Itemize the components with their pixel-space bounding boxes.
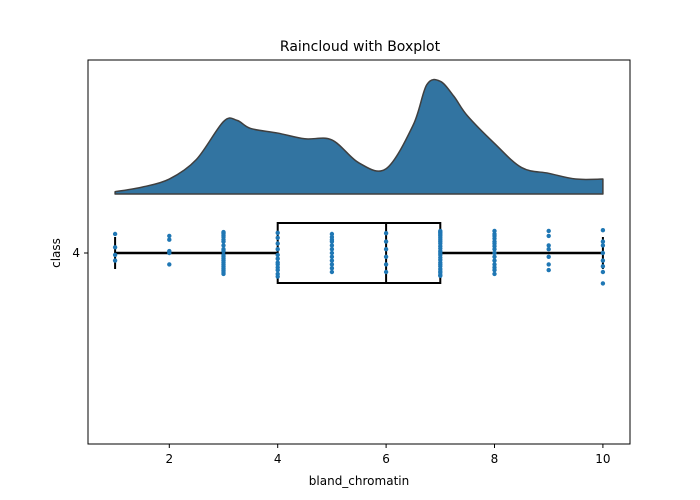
data-point bbox=[275, 267, 280, 273]
data-point bbox=[275, 247, 280, 252]
x-tick-label: 10 bbox=[595, 452, 610, 466]
data-point bbox=[492, 271, 497, 277]
data-point bbox=[383, 239, 389, 244]
x-tick-label: 8 bbox=[491, 452, 499, 466]
data-point bbox=[221, 271, 226, 277]
data-point bbox=[492, 250, 497, 256]
data-point bbox=[600, 250, 606, 256]
data-point bbox=[383, 247, 389, 252]
data-point bbox=[221, 248, 226, 254]
x-axis: 2 4 6 8 10 bbox=[165, 444, 611, 466]
data-point bbox=[275, 262, 280, 267]
data-point bbox=[329, 231, 335, 237]
data-point bbox=[112, 245, 118, 250]
x-axis-label: bland_chromatin bbox=[309, 474, 409, 488]
y-axis: 4 bbox=[72, 246, 88, 260]
data-point bbox=[329, 239, 335, 244]
data-point bbox=[600, 269, 606, 275]
data-point bbox=[600, 258, 606, 263]
data-point bbox=[600, 264, 606, 269]
data-point bbox=[492, 254, 497, 259]
data-point bbox=[112, 231, 118, 237]
data-point bbox=[275, 256, 280, 261]
y-tick-label: 4 bbox=[72, 246, 80, 260]
data-point bbox=[329, 269, 335, 275]
data-point bbox=[492, 258, 497, 263]
data-point bbox=[600, 239, 606, 244]
data-point bbox=[221, 239, 226, 244]
data-point bbox=[329, 250, 335, 256]
data-point bbox=[600, 281, 606, 286]
data-point bbox=[329, 262, 335, 267]
data-point bbox=[383, 269, 389, 275]
data-point bbox=[492, 247, 497, 252]
data-point bbox=[546, 243, 551, 248]
data-point bbox=[383, 231, 389, 236]
x-tick-label: 6 bbox=[382, 452, 390, 466]
data-point bbox=[329, 258, 335, 263]
data-point bbox=[329, 243, 335, 248]
data-point bbox=[546, 267, 551, 273]
data-point bbox=[112, 258, 118, 263]
data-point bbox=[600, 228, 606, 233]
data-point bbox=[492, 267, 497, 273]
data-point bbox=[167, 233, 172, 239]
y-axis-label: class bbox=[49, 238, 63, 268]
density-cloud bbox=[114, 78, 604, 195]
data-point bbox=[329, 247, 335, 252]
x-tick-label: 4 bbox=[274, 452, 282, 466]
data-point bbox=[546, 228, 551, 234]
data-point bbox=[275, 252, 280, 258]
data-point bbox=[546, 262, 551, 267]
data-point bbox=[275, 241, 280, 246]
data-point bbox=[546, 233, 551, 239]
data-point bbox=[383, 254, 389, 259]
chart-title: Raincloud with Boxplot bbox=[280, 39, 441, 55]
data-point bbox=[492, 243, 497, 249]
data-point bbox=[546, 247, 551, 252]
axes-frame bbox=[87, 59, 631, 445]
data-point bbox=[221, 243, 226, 248]
data-point bbox=[329, 266, 335, 271]
data-point bbox=[167, 250, 172, 256]
data-point bbox=[275, 274, 280, 279]
data-point bbox=[546, 254, 551, 259]
data-point bbox=[492, 236, 497, 241]
data-point bbox=[492, 228, 497, 234]
x-tick-label: 2 bbox=[165, 452, 173, 466]
data-point bbox=[600, 243, 606, 248]
data-point bbox=[329, 254, 335, 259]
data-point bbox=[112, 252, 118, 258]
data-point bbox=[167, 262, 172, 267]
data-point bbox=[167, 237, 172, 242]
data-point bbox=[438, 273, 443, 278]
data-point bbox=[383, 262, 389, 267]
data-point bbox=[275, 230, 280, 236]
data-point bbox=[492, 262, 497, 267]
data-point bbox=[275, 235, 280, 240]
plot-area bbox=[112, 78, 606, 286]
